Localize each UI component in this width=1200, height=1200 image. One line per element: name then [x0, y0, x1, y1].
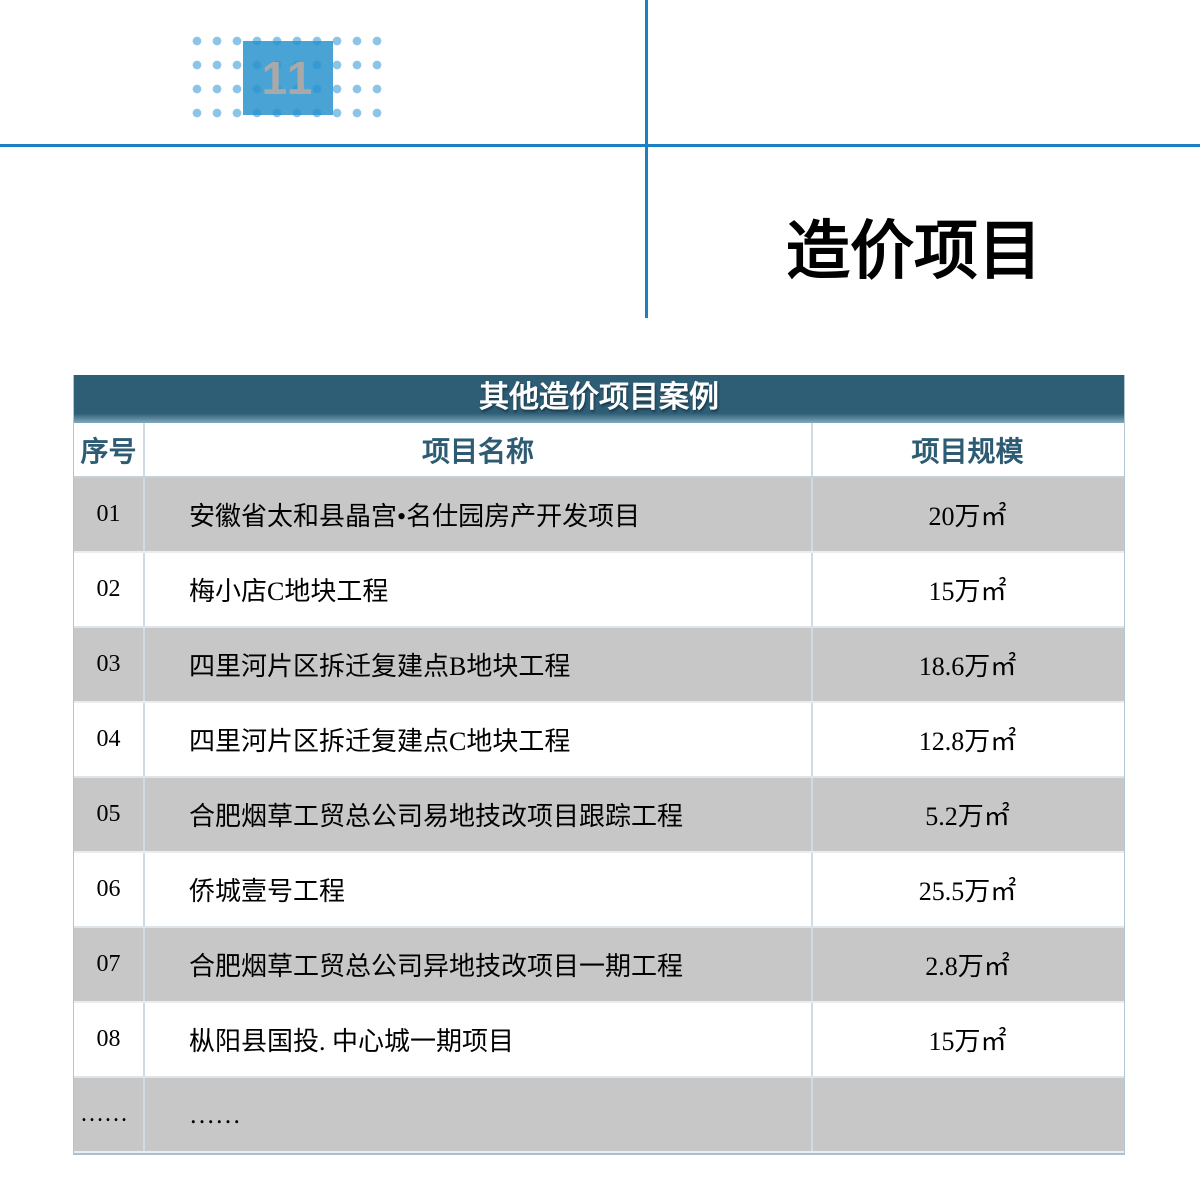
table-row: 07 合肥烟草工贸总公司异地技改项目一期工程 2.8万㎡: [74, 928, 1124, 1003]
project-name-cell: 四里河片区拆迁复建点B地块工程: [145, 628, 813, 701]
table-body: 01 安徽省太和县晶宫•名仕园房产开发项目 20万㎡ 02 梅小店C地块工程 1…: [74, 478, 1124, 1153]
project-scale-cell: [813, 1078, 1122, 1151]
project-scale-cell: 5.2万㎡: [925, 802, 1010, 831]
table-row: 01 安徽省太和县晶宫•名仕园房产开发项目 20万㎡: [74, 478, 1124, 553]
accent-horizontal-line: [0, 144, 1200, 147]
row-number-cell: 05: [74, 778, 145, 851]
table-row: 02 梅小店C地块工程 15万㎡: [74, 553, 1124, 628]
column-header-name: 项目名称: [145, 423, 813, 476]
row-number-cell: 08: [74, 1003, 145, 1076]
project-name-cell: 侨城壹号工程: [145, 853, 813, 926]
row-number-cell: ……: [74, 1078, 145, 1151]
project-scale-cell: 18.6万㎡: [918, 652, 1017, 681]
project-scale-cell: 20万㎡: [928, 502, 1007, 531]
table-row: 03 四里河片区拆迁复建点B地块工程 18.6万㎡: [74, 628, 1124, 703]
table-title: 其他造价项目案例: [74, 375, 1124, 423]
project-name-cell: 安徽省太和县晶宫•名仕园房产开发项目: [145, 478, 813, 551]
column-header-no: 序号: [74, 423, 145, 476]
project-name-cell: 合肥烟草工贸总公司易地技改项目跟踪工程: [145, 778, 813, 851]
accent-vertical-line: [645, 0, 648, 318]
table-row: 06 侨城壹号工程 25.5万㎡: [74, 853, 1124, 928]
row-number-cell: 07: [74, 928, 145, 1001]
project-scale-cell: 25.5万㎡: [918, 877, 1017, 906]
project-scale-cell: 2.8万㎡: [925, 952, 1010, 981]
project-name-cell: 梅小店C地块工程: [145, 553, 813, 626]
page-number-badge: 11: [243, 41, 333, 115]
project-scale-cell: 12.8万㎡: [918, 727, 1017, 756]
project-name-cell: 四里河片区拆迁复建点C地块工程: [145, 703, 813, 776]
page-title: 造价项目: [786, 215, 1042, 287]
row-number-cell: 04: [74, 703, 145, 776]
project-name-cell: 枞阳县国投. 中心城一期项目: [145, 1003, 813, 1076]
project-name-cell: ……: [145, 1078, 813, 1151]
row-number-cell: 02: [74, 553, 145, 626]
table-row: 05 合肥烟草工贸总公司易地技改项目跟踪工程 5.2万㎡: [74, 778, 1124, 853]
table-row: 08 枞阳县国投. 中心城一期项目 15万㎡: [74, 1003, 1124, 1078]
table-row: …… ……: [74, 1078, 1124, 1153]
project-scale-cell: 15万㎡: [928, 1027, 1007, 1056]
project-scale-cell: 15万㎡: [928, 577, 1007, 606]
row-number-cell: 01: [74, 478, 145, 551]
column-header-scale: 项目规模: [911, 435, 1024, 467]
row-number-cell: 03: [74, 628, 145, 701]
table-row: 04 四里河片区拆迁复建点C地块工程 12.8万㎡: [74, 703, 1124, 778]
projects-table: 其他造价项目案例 序号 项目名称 项目规模 01 安徽省太和县晶宫•名仕园房产开…: [73, 375, 1125, 1155]
page-number: 11: [261, 52, 315, 104]
table-header-row: 序号 项目名称 项目规模: [74, 423, 1124, 478]
project-name-cell: 合肥烟草工贸总公司异地技改项目一期工程: [145, 928, 813, 1001]
row-number-cell: 06: [74, 853, 145, 926]
